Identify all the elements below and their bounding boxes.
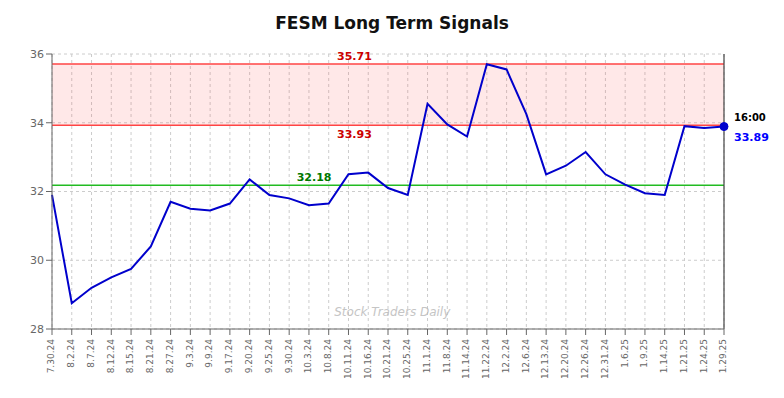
svg-text:9.20.24: 9.20.24 [244,339,254,374]
svg-text:10.25.24: 10.25.24 [402,339,412,379]
html-text:FESM Long Term Signals: FESM Long Term Signals [275,13,509,33]
svg-text:8.2.24: 8.2.24 [66,339,76,368]
svg-text:12.6.24: 12.6.24 [521,339,531,374]
svg-text:30: 30 [30,254,44,267]
svg-text:10.21.24: 10.21.24 [382,339,392,379]
svg-text:1.29.25: 1.29.25 [718,339,728,373]
svg-text:12.26.24: 12.26.24 [580,339,590,379]
svg-text:12.20.24: 12.20.24 [560,339,570,379]
svg-text:9.9.24: 9.9.24 [205,339,215,368]
svg-text:16:00: 16:00 [734,112,766,123]
svg-text:8.15.24: 8.15.24 [125,339,135,374]
svg-text:34: 34 [30,117,44,130]
svg-text:12.31.24: 12.31.24 [600,339,610,379]
svg-text:11.14.24: 11.14.24 [461,339,471,379]
svg-text:7.30.24: 7.30.24 [46,339,56,374]
svg-text:12.13.24: 12.13.24 [541,339,551,379]
svg-text:11.1.24: 11.1.24 [422,339,432,374]
svg-text:12.2.24: 12.2.24 [501,339,511,374]
svg-text:11.22.24: 11.22.24 [481,339,491,379]
svg-text:36: 36 [30,48,44,61]
svg-text:11.8.24: 11.8.24 [442,339,452,374]
svg-text:1.6.25: 1.6.25 [620,339,630,368]
svg-text:32.18: 32.18 [297,171,332,184]
svg-text:1.9.25: 1.9.25 [639,339,649,368]
svg-text:33.93: 33.93 [337,128,372,141]
svg-text:1.24.25: 1.24.25 [699,339,709,373]
svg-text:28: 28 [30,323,44,336]
svg-text:8.27.24: 8.27.24 [165,339,175,374]
svg-text:9.17.24: 9.17.24 [224,339,234,374]
svg-text:10.3.24: 10.3.24 [303,339,313,374]
svg-text:1.14.25: 1.14.25 [659,339,669,373]
html-text:Stock Traders Daily: Stock Traders Daily [334,305,451,319]
svg-text:8.7.24: 8.7.24 [86,339,96,368]
svg-text:10.11.24: 10.11.24 [343,339,353,379]
svg-text:9.3.24: 9.3.24 [185,339,195,368]
svg-text:1.21.25: 1.21.25 [679,339,689,373]
svg-text:9.30.24: 9.30.24 [284,339,294,374]
svg-text:32: 32 [30,185,44,198]
svg-text:8.21.24: 8.21.24 [145,339,155,374]
svg-text:35.71: 35.71 [337,50,372,63]
svg-text:33.89: 33.89 [734,131,769,144]
svg-text:10.8.24: 10.8.24 [323,339,333,374]
svg-text:9.25.24: 9.25.24 [264,339,274,374]
svg-text:10.16.24: 10.16.24 [363,339,373,379]
svg-text:8.12.24: 8.12.24 [106,339,116,374]
